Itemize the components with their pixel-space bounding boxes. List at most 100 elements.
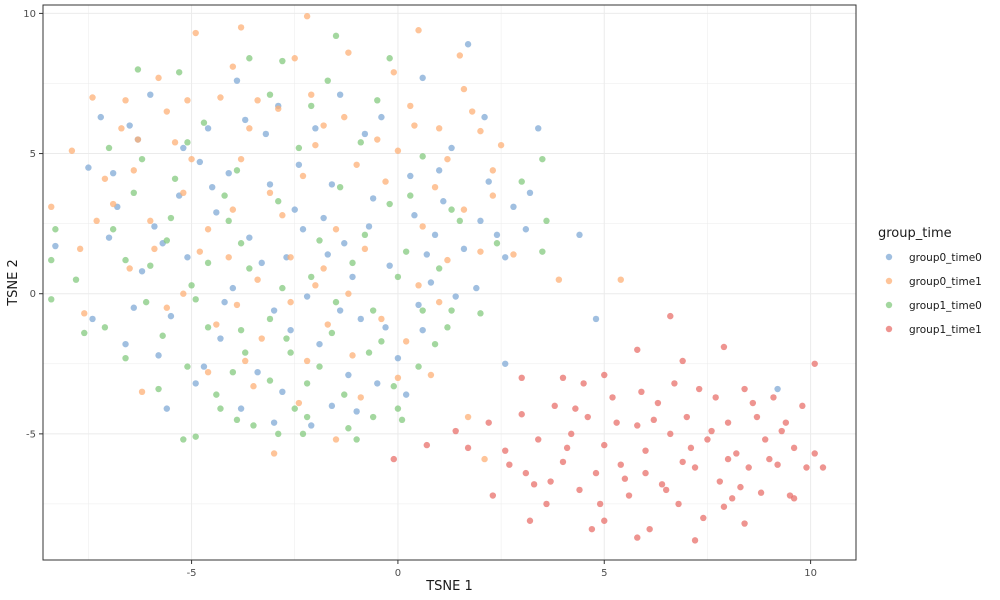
data-point [419,153,426,160]
data-point [667,312,674,320]
data-point [299,430,307,438]
data-point [435,125,443,132]
data-point [658,481,666,488]
data-point [229,206,237,213]
data-point [402,338,410,345]
data-point [526,189,534,197]
data-point [287,298,294,306]
data-point [489,192,497,199]
data-point [283,335,290,342]
data-point [105,144,113,152]
data-point [477,248,484,255]
data-point [704,436,711,443]
data-point [609,394,616,401]
data-point [634,534,641,541]
data-point [312,125,319,132]
data-point [374,380,381,387]
data-point [291,55,298,62]
data-point [209,183,216,191]
data-point [749,399,757,407]
data-point [192,296,199,303]
data-point [770,394,777,401]
data-point [246,265,253,272]
data-point [332,298,340,306]
data-point [456,217,464,225]
data-point [407,192,414,199]
data-point [192,29,199,37]
data-point [398,416,406,424]
data-point [332,226,340,233]
data-point [130,189,137,197]
grid-lines [43,5,856,560]
y-tick-label: -5 [26,429,36,440]
data-point [547,478,554,485]
data-point [279,388,286,396]
data-point [394,354,402,362]
data-point [320,214,327,222]
data-point [200,363,208,370]
data-point [237,405,245,412]
data-point [134,136,142,143]
data-point [316,237,323,244]
data-point [345,371,352,379]
data-point [374,136,381,143]
data-point [460,245,468,253]
data-point [642,469,649,477]
data-point [374,97,381,104]
data-point [250,422,257,429]
data-point [679,357,686,365]
data-point [353,161,360,168]
data-point [192,380,199,387]
data-point [695,385,703,393]
data-point [518,178,525,185]
data-point [328,402,336,410]
data-point [576,231,583,239]
data-point [378,315,385,323]
data-point [712,394,719,401]
data-point [353,408,360,415]
data-point [411,212,418,219]
data-point [357,139,364,146]
x-axis-ticks: -5 0 5 10 [187,560,817,579]
data-point [122,354,129,362]
data-point [568,430,575,438]
data-point [543,500,550,508]
data-point [295,144,303,152]
data-point [52,242,59,250]
data-point [419,307,426,314]
data-point [246,125,253,132]
data-point [262,130,270,138]
data-point [382,324,389,331]
legend-label: group0_time1 [909,276,982,288]
data-point [308,273,315,281]
data-point [576,486,583,494]
data-point [394,405,402,412]
data-point [728,495,736,502]
data-point [130,167,137,174]
data-point [303,13,311,20]
data-point [691,464,699,471]
data-point [415,282,422,289]
x-tick-label: 0 [395,568,401,579]
data-point [402,248,410,255]
data-point [716,478,724,485]
data-point [402,391,410,398]
data-point [85,164,92,171]
data-point [155,74,162,82]
data-point [448,144,455,152]
data-point [700,514,707,522]
data-point [411,122,418,129]
data-point [510,251,517,258]
data-point [97,113,104,121]
data-point [225,217,232,225]
data-point [683,413,690,421]
data-point [394,374,402,382]
legend-key [885,301,893,309]
data-point [237,326,245,334]
data-point [394,273,402,281]
data-point [369,413,377,421]
data-point [720,343,728,351]
data-point [275,198,282,205]
data-point [217,94,224,101]
